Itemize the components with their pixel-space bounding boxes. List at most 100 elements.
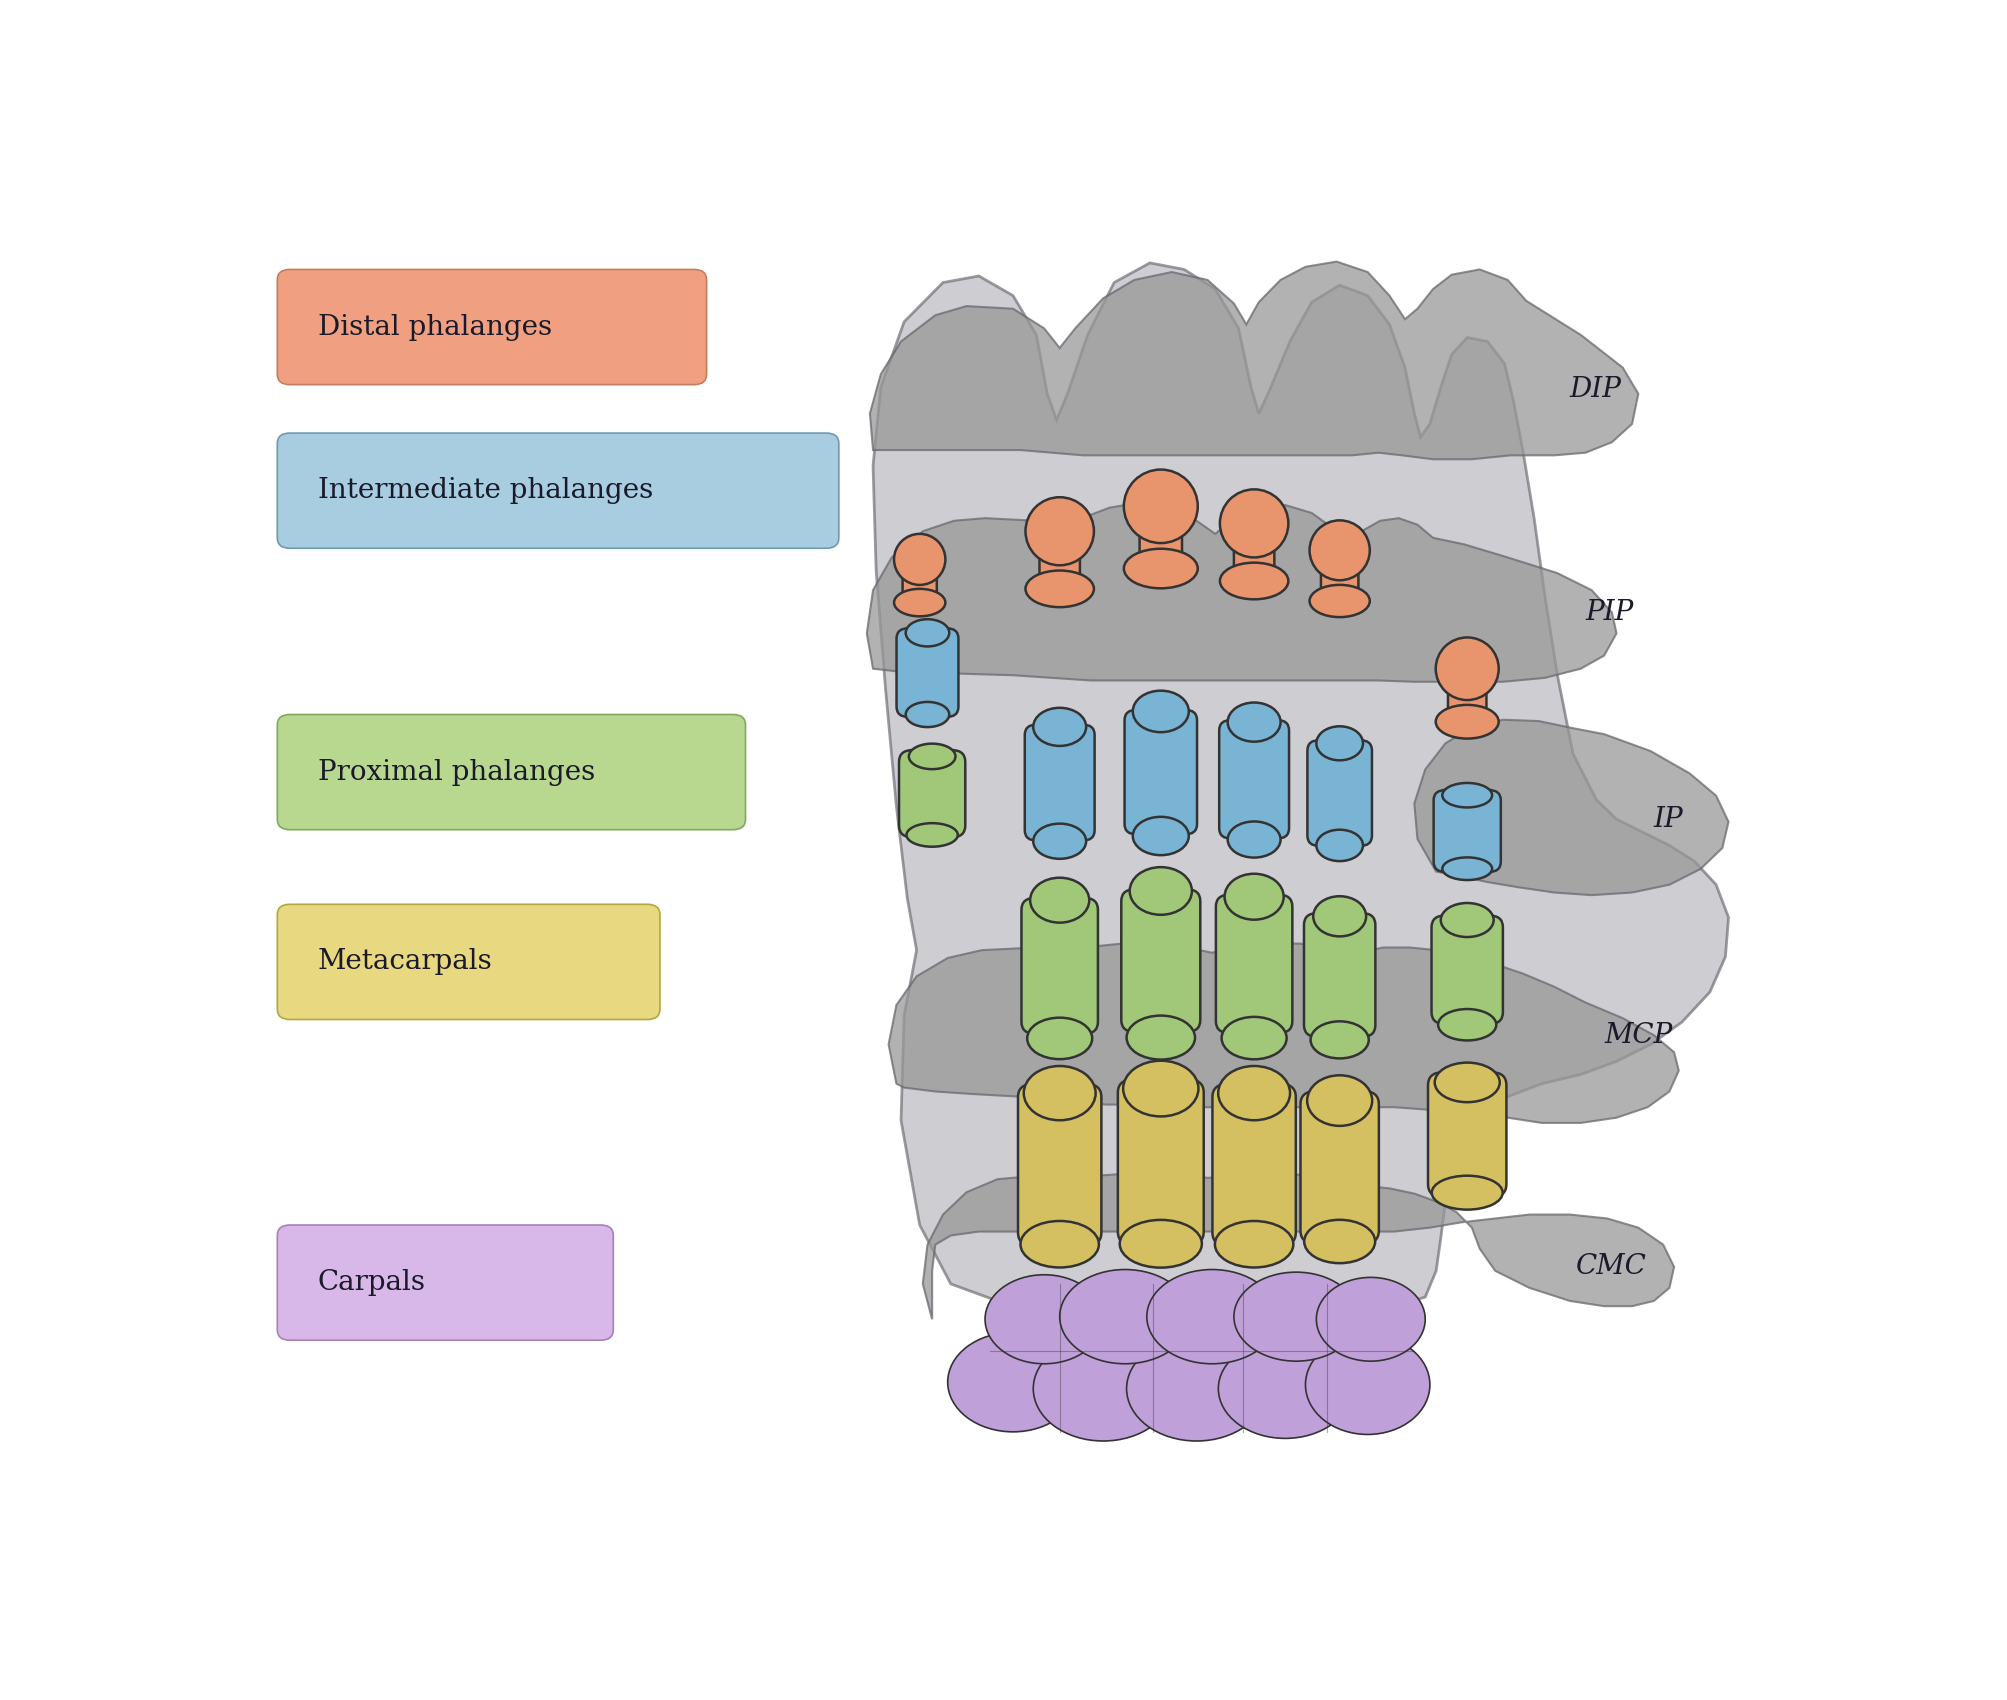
Ellipse shape — [1026, 496, 1094, 566]
Ellipse shape — [1218, 1066, 1291, 1120]
FancyBboxPatch shape — [1447, 678, 1487, 728]
FancyBboxPatch shape — [1122, 889, 1200, 1032]
Ellipse shape — [905, 702, 949, 728]
FancyBboxPatch shape — [1301, 1091, 1379, 1244]
Text: Carpals: Carpals — [317, 1270, 425, 1295]
FancyBboxPatch shape — [277, 714, 745, 830]
FancyBboxPatch shape — [1026, 724, 1094, 842]
Ellipse shape — [1443, 784, 1491, 808]
FancyBboxPatch shape — [1431, 915, 1503, 1023]
Ellipse shape — [893, 534, 945, 585]
Text: Intermediate phalanges: Intermediate phalanges — [317, 478, 652, 505]
PathPatch shape — [1415, 719, 1728, 896]
Ellipse shape — [1024, 1066, 1096, 1120]
Ellipse shape — [1307, 1076, 1373, 1125]
Ellipse shape — [1132, 816, 1188, 855]
FancyBboxPatch shape — [1140, 518, 1182, 573]
Text: IP: IP — [1654, 806, 1684, 833]
FancyBboxPatch shape — [899, 750, 965, 838]
FancyBboxPatch shape — [1018, 1085, 1102, 1246]
Text: Distal phalanges: Distal phalanges — [317, 313, 552, 340]
Ellipse shape — [1124, 469, 1198, 542]
FancyBboxPatch shape — [1124, 709, 1196, 835]
Ellipse shape — [1305, 1334, 1429, 1435]
Text: Metacarpals: Metacarpals — [317, 949, 492, 976]
Ellipse shape — [1441, 903, 1493, 937]
FancyBboxPatch shape — [1118, 1080, 1204, 1244]
FancyBboxPatch shape — [903, 566, 937, 609]
Ellipse shape — [1439, 1010, 1497, 1040]
PathPatch shape — [923, 1173, 1674, 1319]
Ellipse shape — [1218, 1340, 1353, 1438]
Ellipse shape — [1317, 1277, 1425, 1362]
Text: DIP: DIP — [1569, 376, 1622, 403]
FancyBboxPatch shape — [1433, 790, 1501, 872]
Ellipse shape — [1431, 1176, 1503, 1210]
Ellipse shape — [1030, 877, 1090, 923]
Ellipse shape — [1034, 707, 1086, 746]
PathPatch shape — [889, 942, 1678, 1124]
Ellipse shape — [1034, 1336, 1174, 1442]
FancyBboxPatch shape — [277, 270, 706, 384]
Text: CMC: CMC — [1575, 1253, 1648, 1280]
FancyBboxPatch shape — [277, 434, 839, 549]
Ellipse shape — [1443, 857, 1491, 881]
Text: PIP: PIP — [1586, 598, 1634, 626]
Ellipse shape — [1228, 702, 1280, 741]
Ellipse shape — [1124, 549, 1198, 588]
Ellipse shape — [1120, 1221, 1202, 1268]
FancyBboxPatch shape — [1234, 534, 1274, 586]
Ellipse shape — [1026, 571, 1094, 607]
Ellipse shape — [1435, 1062, 1499, 1102]
FancyBboxPatch shape — [1321, 559, 1359, 607]
Ellipse shape — [1435, 706, 1499, 738]
Ellipse shape — [1228, 821, 1280, 857]
Ellipse shape — [1309, 585, 1371, 617]
Ellipse shape — [905, 619, 949, 646]
FancyBboxPatch shape — [1429, 1073, 1507, 1197]
Ellipse shape — [893, 588, 945, 617]
Ellipse shape — [1130, 867, 1192, 915]
FancyBboxPatch shape — [897, 627, 959, 717]
FancyBboxPatch shape — [1305, 913, 1375, 1037]
FancyBboxPatch shape — [277, 1226, 614, 1340]
FancyBboxPatch shape — [1212, 1085, 1297, 1246]
Text: Proximal phalanges: Proximal phalanges — [317, 758, 594, 785]
PathPatch shape — [873, 264, 1728, 1328]
Ellipse shape — [909, 743, 955, 768]
Ellipse shape — [1317, 726, 1363, 760]
FancyBboxPatch shape — [1307, 740, 1373, 847]
Ellipse shape — [1435, 638, 1499, 700]
Ellipse shape — [1220, 490, 1288, 558]
Ellipse shape — [1214, 1221, 1293, 1268]
FancyBboxPatch shape — [1022, 898, 1098, 1034]
Ellipse shape — [1311, 1022, 1369, 1059]
Ellipse shape — [1313, 896, 1367, 937]
Ellipse shape — [1020, 1221, 1100, 1268]
Ellipse shape — [985, 1275, 1104, 1363]
Ellipse shape — [1028, 1018, 1092, 1059]
Ellipse shape — [1234, 1272, 1359, 1362]
FancyBboxPatch shape — [1216, 894, 1293, 1034]
Ellipse shape — [1222, 1017, 1286, 1059]
FancyBboxPatch shape — [1218, 719, 1288, 838]
Ellipse shape — [1124, 1061, 1198, 1117]
Ellipse shape — [1305, 1221, 1375, 1263]
Ellipse shape — [1126, 1015, 1194, 1059]
Ellipse shape — [1220, 563, 1288, 600]
Ellipse shape — [1132, 690, 1188, 733]
FancyBboxPatch shape — [1040, 542, 1080, 593]
Text: MCP: MCP — [1604, 1022, 1672, 1049]
FancyBboxPatch shape — [277, 904, 660, 1020]
Ellipse shape — [1317, 830, 1363, 862]
Ellipse shape — [1060, 1270, 1190, 1363]
PathPatch shape — [869, 262, 1638, 459]
Ellipse shape — [907, 823, 957, 847]
Ellipse shape — [1224, 874, 1284, 920]
Ellipse shape — [1034, 823, 1086, 858]
Ellipse shape — [1146, 1270, 1276, 1363]
PathPatch shape — [867, 503, 1616, 682]
Ellipse shape — [1309, 520, 1371, 580]
Ellipse shape — [947, 1333, 1078, 1431]
Ellipse shape — [1126, 1336, 1266, 1442]
